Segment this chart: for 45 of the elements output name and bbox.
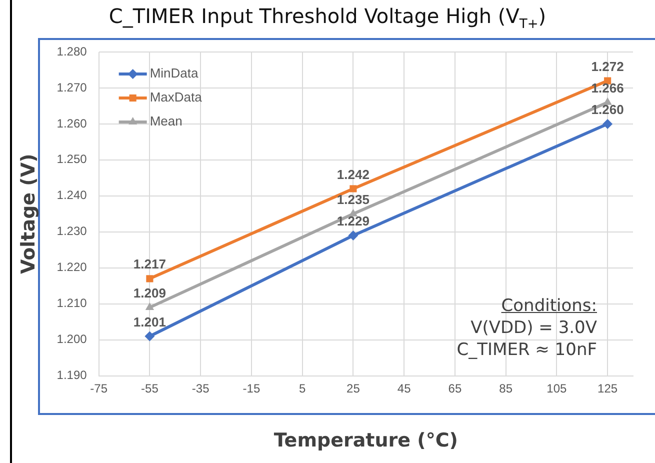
point [146,275,154,282]
x-tick-label: 125 [598,381,618,396]
y-tick-label: 1.190 [56,368,88,382]
x-tick-label: -55 [141,381,159,396]
legend-label: MaxData [150,90,203,105]
point [145,302,154,310]
x-tick-label: 65 [448,381,462,396]
x-tick-label: 25 [346,381,360,396]
x-axis-title: Temperature (°C) [274,430,458,452]
annotation: V(VDD) = 3.0V [470,317,597,339]
y-tick-label: 1.230 [56,224,88,238]
point [144,331,155,342]
data-label: 1.217 [133,256,166,272]
data-label: 1.272 [591,58,624,74]
y-tick-label: 1.210 [56,296,88,310]
data-label: 1.229 [336,214,370,229]
chart-title: C_TIMER Input Threshold Voltage High (V$_{T+}$) [108,4,548,32]
point [602,118,613,129]
y-tick-label: 1.240 [56,188,88,202]
legend-label: Mean [150,114,182,129]
x-tick-label: -35 [192,381,210,396]
y-tick-label: 1.250 [56,152,88,166]
y-tick-label: 1.260 [56,116,88,130]
legend-label: MinData [150,66,200,81]
x-tick-label: -15 [242,381,260,396]
point [348,230,358,240]
y-tick-label: 1.200 [56,332,88,346]
x-tick-label: 85 [499,381,513,396]
x-tick-label: -75 [90,381,108,396]
x-tick-label: 105 [546,381,568,396]
data-label: 1.209 [133,286,166,301]
x-tick-label: 5 [298,381,306,396]
y-tick-label: 1.220 [56,260,88,274]
point [350,185,357,192]
x-tick-label: 45 [397,381,412,396]
data-label: 1.266 [591,80,624,96]
data-label: 1.201 [133,314,166,330]
y-axis-title: Voltage (V) [17,154,40,274]
data-label: 1.235 [336,192,370,207]
data-label: 1.260 [591,102,624,118]
annotation: Conditions: [500,295,597,317]
y-tick-label: 1.280 [56,44,88,58]
y-tick-label: 1.270 [56,80,88,94]
data-label: 1.242 [336,166,370,182]
annotation: C_TIMER ≈ 10nF [456,339,597,361]
